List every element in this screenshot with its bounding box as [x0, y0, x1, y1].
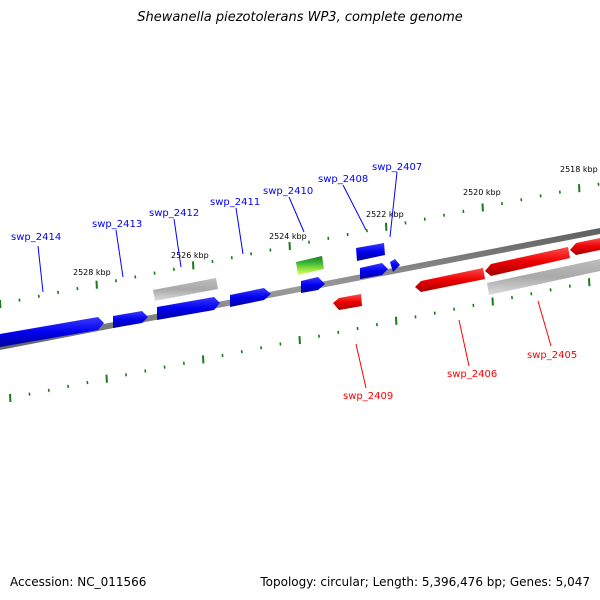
gene-arrow-swp-2408b[interactable] [360, 263, 388, 279]
tick-label-2520: 2520 kbp [463, 188, 501, 197]
label-leaders [37, 171, 552, 389]
gene-label-swp-2409[interactable]: swp_2409 [343, 391, 393, 402]
gene-label-swp-2414[interactable]: swp_2414 [11, 232, 61, 243]
tick-label-2524: 2524 kbp [269, 232, 307, 241]
gene-arrow-swp-2414[interactable] [0, 317, 104, 347]
gene-label-swp-2413[interactable]: swp_2413 [92, 219, 142, 230]
tick-label-2528: 2528 kbp [73, 268, 111, 277]
gene-labels: swp_2414 swp_2413 swp_2412 swp_2411 swp_… [11, 162, 577, 402]
gene-label-swp-2408[interactable]: swp_2408 [318, 174, 368, 185]
gene-arrow-swp-2407[interactable] [390, 259, 400, 272]
gene-arrow-swp-2405[interactable] [485, 247, 570, 276]
tick-row-lower [9, 278, 591, 403]
forward-genes [0, 243, 400, 347]
tick-label-2522: 2522 kbp [366, 210, 404, 219]
genome-summary-text: Topology: circular; Length: 5,396,476 bp… [260, 575, 590, 589]
rna-feature[interactable] [296, 256, 324, 275]
gene-label-swp-2411[interactable]: swp_2411 [210, 197, 260, 208]
gray-feature-right[interactable] [487, 259, 600, 295]
tick-label-2518: 2518 kbp [560, 165, 598, 174]
genome-title: Shewanella piezotolerans WP3, complete g… [137, 10, 463, 25]
gene-arrow-swp-2409[interactable] [333, 294, 362, 310]
tick-row-upper [0, 182, 600, 309]
reverse-genes [333, 238, 600, 310]
gray-feature-left[interactable] [153, 278, 218, 301]
tick-label-2526: 2526 kbp [171, 251, 209, 260]
gene-label-swp-2406[interactable]: swp_2406 [447, 369, 497, 380]
gene-arrow-swp-2411[interactable] [230, 288, 271, 307]
gene-label-swp-2407[interactable]: swp_2407 [372, 162, 422, 173]
pseudo-genes [153, 259, 600, 301]
genome-backbone [0, 228, 600, 350]
gene-arrow-swp-2404[interactable] [570, 238, 600, 255]
gene-arrow-swp-2408[interactable] [356, 243, 385, 261]
gene-arrow-swp-2412[interactable] [157, 297, 220, 320]
gene-label-swp-2410[interactable]: swp_2410 [263, 186, 313, 197]
gene-arrow-swp-2413[interactable] [113, 311, 148, 328]
gene-label-swp-2412[interactable]: swp_2412 [149, 208, 199, 219]
gene-arrow-swp-2406[interactable] [415, 268, 485, 292]
gene-arrow-swp-2410[interactable] [301, 277, 325, 293]
gene-label-swp-2405[interactable]: swp_2405 [527, 350, 577, 361]
accession-text: Accession: NC_011566 [10, 575, 147, 589]
